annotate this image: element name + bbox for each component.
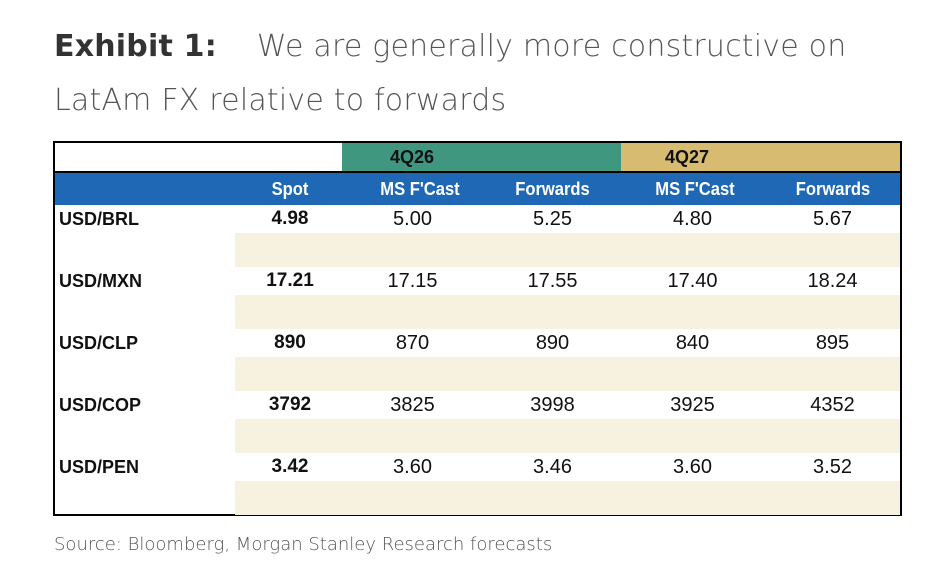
4q26-forwards-cell: 3998	[530, 394, 575, 416]
row-band	[235, 357, 900, 391]
4q27-forwards-cell: 895	[815, 332, 850, 354]
4q26-ms-forecast-cell: 17.15	[387, 270, 438, 292]
pair-cell: USD/PEN	[59, 457, 140, 477]
spot-cell: 890	[274, 332, 306, 353]
header-4q26-ms-forecast: MS F'Cast	[380, 179, 460, 199]
table-row: USD/PEN 3.42 3.60 3.46 3.60 3.52	[55, 453, 900, 515]
header-spot: Spot	[271, 179, 309, 199]
group-4q26: 4Q26	[342, 143, 621, 171]
4q27-forwards-cell: 3.52	[813, 456, 852, 478]
pair-cell: USD/MXN	[59, 271, 143, 291]
spot-cell: 3792	[268, 394, 312, 415]
4q27-ms-forecast-cell: 3.60	[673, 456, 712, 478]
4q26-ms-forecast-cell: 3825	[390, 394, 435, 416]
table-row: USD/COP 3792 3825 3998 3925 4352	[55, 391, 900, 453]
exhibit-label: Exhibit 1:	[54, 29, 217, 64]
4q26-ms-forecast-cell: 3.60	[393, 456, 432, 478]
4q26-ms-forecast-cell: 5.00	[393, 208, 432, 230]
pair-cell: USD/CLP	[59, 333, 139, 353]
spot-cell: 17.21	[266, 270, 314, 291]
4q27-forwards-cell: 5.67	[813, 208, 852, 230]
header-4q27-ms-forecast: MS F'Cast	[655, 179, 735, 199]
period-group-row: 4Q26 4Q27	[55, 143, 900, 173]
table-row: USD/CLP 890 870 890 840 895	[55, 329, 900, 391]
4q26-forwards-cell: 17.55	[527, 270, 578, 292]
table-row: USD/BRL 4.98 5.00 5.25 4.80 5.67	[55, 205, 900, 267]
4q27-forwards-cell: 18.24	[807, 270, 858, 292]
4q26-ms-forecast-cell: 870	[395, 332, 430, 354]
spot-cell: 4.98	[271, 208, 309, 229]
row-band	[235, 419, 900, 453]
source-note: Source: Bloomberg, Morgan Stanley Resear…	[54, 534, 553, 555]
fx-forecast-table: 4Q26 4Q27 Spot MS F'Cast Forwards MS F'C…	[53, 141, 902, 516]
4q27-forwards-cell: 4352	[810, 394, 855, 416]
exhibit-title: Exhibit 1: We are generally more construc…	[54, 20, 934, 128]
4q26-forwards-cell: 5.25	[533, 208, 572, 230]
4q27-ms-forecast-cell: 4.80	[673, 208, 712, 230]
table-row: USD/MXN 17.21 17.15 17.55 17.40 18.24	[55, 267, 900, 329]
exhibit-title-text: We are generally more constructive on La…	[54, 29, 847, 118]
4q26-forwards-cell: 890	[535, 332, 570, 354]
pair-cell: USD/BRL	[59, 209, 139, 229]
pair-cell: USD/COP	[59, 395, 142, 415]
row-band	[235, 295, 900, 329]
4q26-forwards-cell: 3.46	[533, 456, 572, 478]
4q27-ms-forecast-cell: 840	[675, 332, 710, 354]
4q27-ms-forecast-cell: 3925	[670, 394, 715, 416]
group-4q27: 4Q27	[621, 143, 900, 171]
row-band	[235, 481, 900, 515]
row-band	[235, 233, 900, 267]
column-header-row: Spot MS F'Cast Forwards MS F'Cast Forwar…	[55, 173, 900, 205]
header-4q27-forwards: Forwards	[795, 179, 871, 199]
header-4q26-forwards: Forwards	[515, 179, 590, 199]
4q27-ms-forecast-cell: 17.40	[667, 270, 718, 292]
spot-cell: 3.42	[271, 456, 309, 477]
